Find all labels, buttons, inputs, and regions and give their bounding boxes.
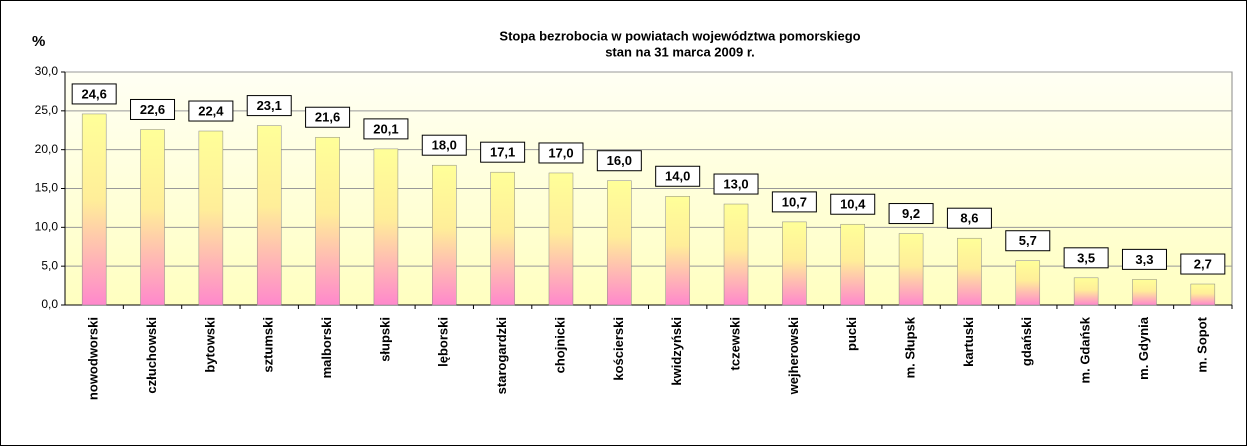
value-label: 3,3 [1135, 252, 1153, 267]
value-label-box [1121, 248, 1167, 270]
x-tick-label: starogardzki [494, 317, 509, 394]
value-label: 10,7 [782, 194, 807, 209]
x-tick-label: m. Sopot [1194, 316, 1209, 372]
y-tick-label: 25,0 [35, 103, 59, 117]
value-label: 9,2 [902, 206, 920, 221]
value-label-box [713, 173, 759, 195]
bar [198, 130, 224, 306]
bar [490, 171, 515, 306]
x-tick-label: kartuski [961, 317, 976, 367]
x-tick-label: m. Słupsk [903, 316, 918, 378]
y-axis-label: % [32, 33, 45, 50]
value-label: 10,4 [840, 197, 866, 212]
chart-title: Stopa bezrobocia w powiatach województwa… [499, 28, 860, 43]
value-label-box [655, 165, 701, 187]
bar [957, 237, 982, 306]
x-tick-label: bytowski [202, 317, 217, 373]
value-label: 22,4 [198, 103, 224, 118]
y-tick-label: 5,0 [41, 258, 58, 272]
x-tick-label: gdański [1019, 317, 1034, 366]
bar [898, 233, 924, 306]
value-label-box [1063, 247, 1109, 269]
bar [607, 180, 632, 306]
chart-subtitle: stan na 31 marca 2009 r. [605, 44, 755, 59]
x-tick-label: wejherowski [786, 317, 801, 395]
x-tick-label: lęborski [436, 317, 451, 367]
value-label-box [305, 106, 351, 128]
value-label: 21,6 [315, 110, 340, 125]
bar [432, 164, 457, 306]
value-label-box [421, 134, 467, 156]
value-label: 17,0 [548, 145, 573, 160]
x-tick-label: słupski [377, 317, 392, 362]
x-tick-label: m. Gdańsk [1078, 316, 1093, 383]
value-label-box [71, 83, 117, 105]
value-label-box [771, 191, 817, 213]
y-tick-label: 15,0 [35, 181, 59, 195]
value-label: 23,1 [257, 98, 282, 113]
value-label: 17,1 [490, 145, 515, 160]
value-label-box [596, 150, 642, 172]
x-tick-label: tczewski [727, 317, 742, 370]
value-label: 18,0 [432, 138, 457, 153]
bar [1190, 283, 1216, 306]
value-label: 8,6 [960, 211, 978, 226]
bar [140, 129, 165, 306]
value-label-box [480, 141, 526, 163]
bar [1073, 277, 1099, 306]
bar [782, 221, 807, 306]
bar [315, 136, 340, 306]
value-label: 24,6 [82, 86, 107, 101]
value-label: 3,5 [1077, 250, 1095, 265]
value-label: 14,0 [665, 169, 690, 184]
x-tick-label: człuchowski [144, 317, 159, 394]
value-label-box [538, 142, 584, 164]
x-tick-label: sztumski [261, 317, 276, 373]
bar [548, 172, 574, 306]
bar [373, 148, 399, 306]
bar [256, 125, 282, 306]
value-label-box [246, 95, 292, 117]
x-tick-label: pucki [844, 317, 859, 351]
value-label: 5,7 [1019, 233, 1037, 248]
bar [723, 203, 749, 306]
bar [840, 223, 865, 306]
y-tick-label: 30,0 [35, 64, 59, 78]
y-tick-label: 10,0 [35, 220, 59, 234]
y-tick-label: 20,0 [35, 142, 59, 156]
value-label: 13,0 [723, 176, 748, 191]
value-label-box [1180, 253, 1226, 275]
bar [1132, 279, 1157, 306]
value-label-box [363, 118, 409, 140]
value-label-box [1005, 230, 1051, 252]
value-label: 2,7 [1194, 256, 1212, 271]
value-label: 20,1 [373, 121, 398, 136]
x-tick-label: kwidzyński [669, 317, 684, 386]
value-label-box [830, 193, 876, 215]
value-label: 22,6 [140, 102, 165, 117]
x-tick-label: chojnicki [552, 317, 567, 373]
bar [81, 113, 107, 306]
y-tick-label: 0,0 [41, 297, 58, 311]
value-label: 16,0 [607, 153, 632, 168]
bar [665, 196, 690, 306]
value-label-box [946, 207, 992, 229]
x-tick-label: malborski [319, 317, 334, 378]
x-tick-label: m. Gdynia [1136, 316, 1151, 380]
value-label-box [188, 100, 234, 122]
value-label-box [888, 203, 934, 225]
x-tick-label: nowodworski [86, 317, 101, 400]
x-tick-label: kościerski [611, 317, 626, 381]
bar [1015, 260, 1041, 306]
value-label-box [130, 98, 176, 120]
